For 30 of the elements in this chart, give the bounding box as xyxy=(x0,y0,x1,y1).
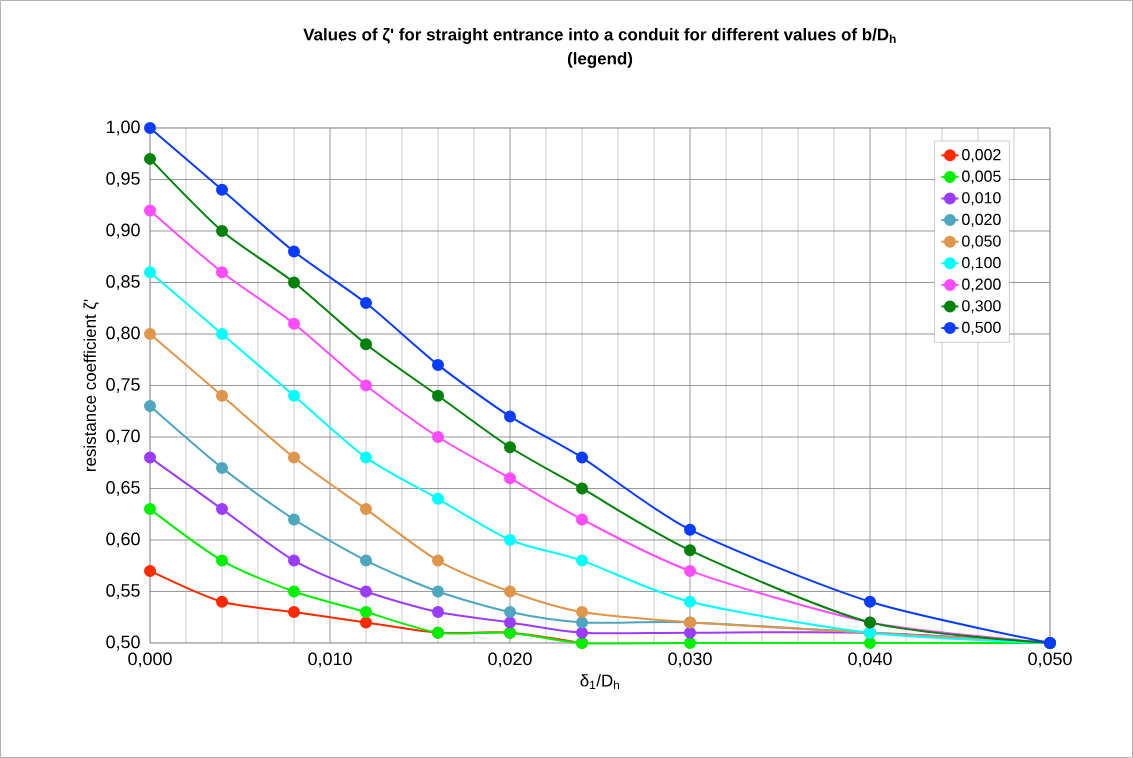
y-tick-label: 0,55 xyxy=(106,584,140,599)
y-tick-label: 0,85 xyxy=(106,275,140,290)
x-tick-label: 0,050 xyxy=(1028,652,1072,668)
y-tick-label: 0,60 xyxy=(106,532,140,548)
y-axis-title: resistance coefficient ζ' xyxy=(83,299,99,471)
legend-label: 0,010 xyxy=(962,192,1001,206)
y-tick-label: 0,90 xyxy=(106,223,140,239)
legend-label: 0,500 xyxy=(962,321,1001,335)
y-tick-label: 0,95 xyxy=(106,172,140,187)
chart-title: Values of ζ' for straight entrance into a conduit for different values of b/D$_{h}$ xyxy=(303,28,896,44)
legend-label: 0,020 xyxy=(962,213,1001,227)
x-tick-label: 0,030 xyxy=(668,652,712,668)
y-tick-label: 0,65 xyxy=(106,481,140,496)
y-tick-label: 0,70 xyxy=(106,429,140,445)
x-tick-label: 0,040 xyxy=(848,652,892,668)
legend-label: 0,300 xyxy=(962,300,1001,314)
y-tick-label: 0,50 xyxy=(106,635,140,651)
legend-label: 0,005 xyxy=(962,170,1001,184)
x-tick-label: 0,000 xyxy=(128,652,172,668)
x-axis-title: δ$_{1}$/D$_{h}$ xyxy=(580,674,620,690)
chart-subtitle: (legend) xyxy=(567,52,633,68)
x-tick-label: 0,020 xyxy=(488,652,532,668)
legend-label: 0,100 xyxy=(962,256,1001,271)
x-tick-label: 0,010 xyxy=(308,652,352,668)
legend-label: 0,002 xyxy=(962,149,1001,163)
legend-label: 0,200 xyxy=(962,278,1001,292)
y-tick-label: 0,80 xyxy=(106,326,140,342)
legend-label: 0,050 xyxy=(962,235,1001,249)
y-tick-label: 0,75 xyxy=(106,378,140,393)
y-tick-label: 1,00 xyxy=(106,120,140,136)
